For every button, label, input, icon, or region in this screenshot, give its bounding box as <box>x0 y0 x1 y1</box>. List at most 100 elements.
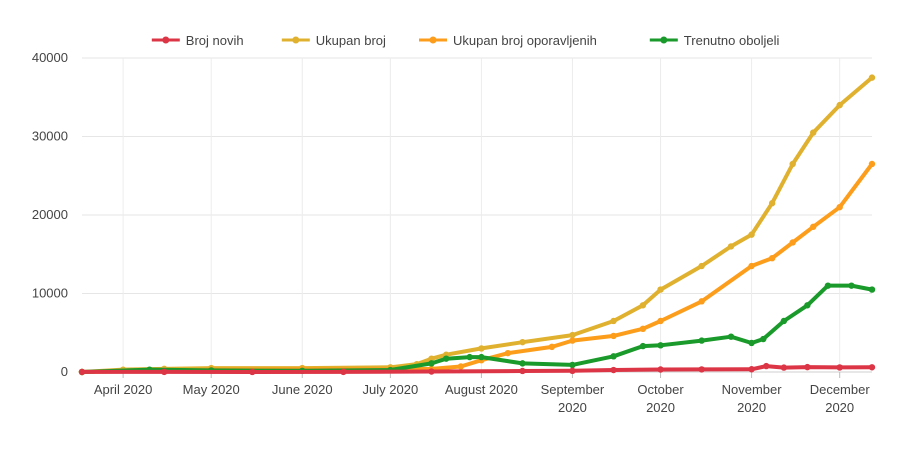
legend-label: Ukupan broj oporavljenih <box>453 33 597 48</box>
data-point <box>836 101 843 109</box>
data-point <box>868 160 876 168</box>
data-point <box>78 368 86 376</box>
grid <box>82 57 872 373</box>
data-point <box>639 302 647 309</box>
x-tick-label: May 2020 <box>183 382 240 397</box>
data-point <box>340 368 347 376</box>
data-point <box>569 331 576 339</box>
data-point <box>748 339 755 347</box>
data-point <box>868 364 876 371</box>
data-point <box>478 345 485 352</box>
data-point <box>428 355 435 362</box>
data-point <box>657 286 664 293</box>
data-point <box>768 254 776 262</box>
data-point <box>836 364 843 371</box>
series-lines <box>78 74 876 376</box>
x-tick-label-year: 2020 <box>646 400 675 415</box>
x-tick-label: June 2020 <box>272 382 333 397</box>
series-line <box>80 75 874 374</box>
series-1 <box>78 74 876 376</box>
data-point <box>748 262 755 270</box>
data-point <box>569 367 576 375</box>
data-point <box>804 363 811 371</box>
data-point <box>698 262 705 270</box>
data-point <box>789 239 796 246</box>
data-point <box>548 343 556 351</box>
legend-swatch-dot <box>660 36 668 44</box>
y-tick-label: 30000 <box>32 129 68 144</box>
data-point <box>848 282 855 289</box>
y-tick-label: 0 <box>61 364 68 379</box>
data-point <box>824 282 832 289</box>
x-axis: April 2020 May 2020 June 2020 July 2020 Augu… <box>94 372 871 415</box>
data-point <box>763 362 770 370</box>
data-point <box>657 366 664 373</box>
data-point <box>768 200 776 207</box>
data-point <box>780 364 788 371</box>
data-point <box>780 317 788 325</box>
data-point <box>442 355 450 362</box>
data-point <box>760 335 767 343</box>
data-point <box>698 298 705 305</box>
legend-label: Broj novih <box>186 33 244 48</box>
legend-item[interactable]: Ukupan broj oporavljenih <box>419 33 597 48</box>
data-point <box>810 223 817 230</box>
legend-swatch-dot <box>429 36 437 44</box>
legend-swatch-dot <box>292 36 300 44</box>
data-point <box>249 368 256 376</box>
data-point <box>519 367 526 375</box>
x-tick-label: December <box>810 382 871 397</box>
legend-item[interactable]: Ukupan broj <box>281 33 386 48</box>
data-point <box>610 353 617 360</box>
data-point <box>519 338 526 346</box>
x-tick-label: July 2020 <box>363 382 419 397</box>
legend-label: Trenutno oboljeli <box>684 33 780 48</box>
data-point <box>657 342 664 349</box>
data-point <box>868 74 876 81</box>
x-tick-label: April 2020 <box>94 382 153 397</box>
y-tick-label: 40000 <box>32 50 68 65</box>
data-point <box>657 317 664 325</box>
legend[interactable]: Broj novih Ukupan broj Ukupan broj oporavl… <box>151 33 780 48</box>
data-point <box>727 243 735 250</box>
data-point <box>610 317 617 325</box>
data-point <box>161 368 168 376</box>
x-tick-label: November <box>722 382 783 397</box>
data-point <box>504 349 512 357</box>
legend-label: Ukupan broj <box>316 33 386 48</box>
data-point <box>610 332 617 340</box>
series-0 <box>78 362 876 376</box>
data-point <box>804 302 811 309</box>
x-tick-label: October <box>637 382 684 397</box>
data-point <box>698 366 705 373</box>
data-point <box>428 368 435 375</box>
legend-item[interactable]: Broj novih <box>151 33 244 48</box>
x-tick-label-year: 2020 <box>825 400 854 415</box>
data-point <box>457 363 465 370</box>
data-point <box>868 286 876 293</box>
y-tick-label: 20000 <box>32 207 68 222</box>
x-tick-label-year: 2020 <box>558 400 587 415</box>
data-point <box>569 361 576 369</box>
x-tick-label: September <box>541 382 605 397</box>
x-tick-label-year: 2020 <box>737 400 766 415</box>
data-point <box>748 366 755 373</box>
data-point <box>727 333 735 340</box>
x-tick-label: August 2020 <box>445 382 518 397</box>
data-point <box>836 203 843 211</box>
y-axis: 0 10000 20000 30000 40000 <box>32 50 68 379</box>
data-point <box>519 360 526 367</box>
series-line <box>80 283 874 374</box>
data-point <box>639 325 647 333</box>
legend-swatch-dot <box>162 36 170 44</box>
data-point <box>428 360 435 367</box>
data-point <box>810 129 817 136</box>
y-tick-label: 10000 <box>32 286 68 301</box>
data-point <box>748 231 755 238</box>
data-point <box>789 160 796 168</box>
series-line <box>80 364 874 374</box>
legend-item[interactable]: Trenutno oboljeli <box>649 33 780 48</box>
data-point <box>610 366 617 374</box>
